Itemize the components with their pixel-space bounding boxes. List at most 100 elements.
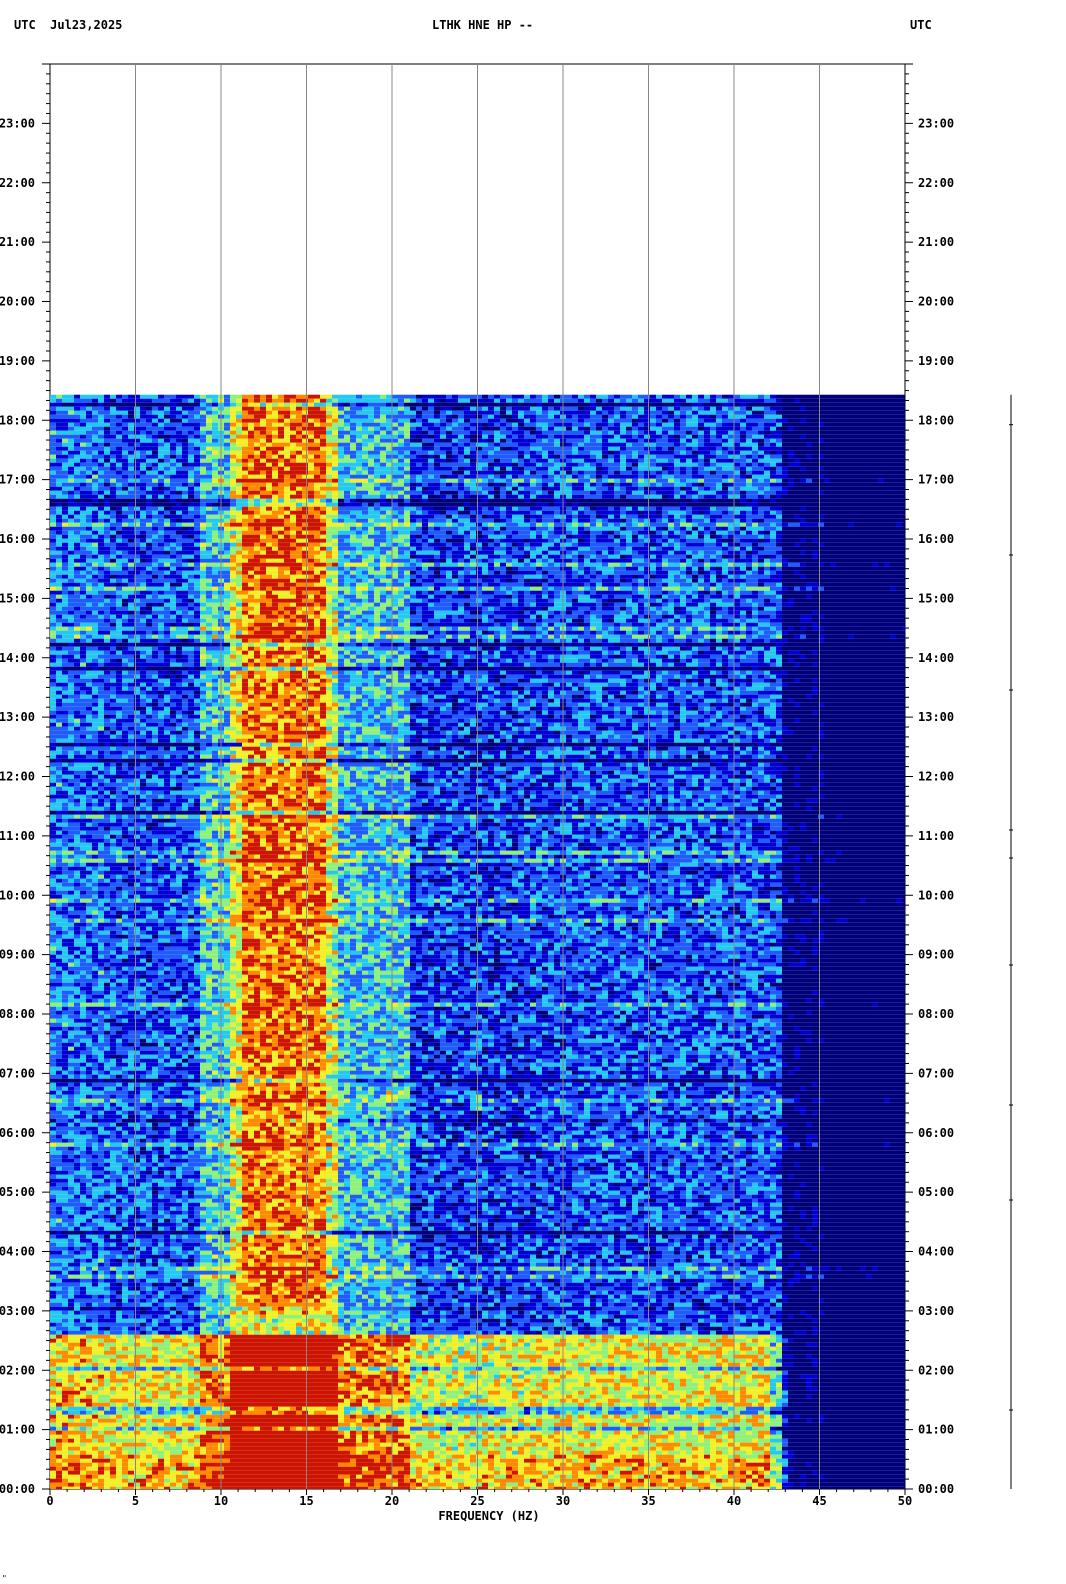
heatmap-cell [248, 435, 254, 439]
heatmap-cell [758, 423, 764, 427]
heatmap-cell [710, 423, 716, 427]
heatmap-cell [176, 451, 182, 455]
heatmap-cell [182, 439, 188, 443]
heatmap-cell [530, 431, 536, 435]
heatmap-cell [206, 399, 212, 403]
heatmap-cell [896, 439, 902, 443]
heatmap-cell [50, 439, 56, 443]
heatmap-cell [614, 423, 620, 427]
heatmap-cell [140, 427, 146, 431]
heatmap-cell [122, 407, 128, 411]
heatmap-cell [248, 415, 254, 419]
heatmap-cell [230, 403, 236, 407]
heatmap-cell [284, 427, 290, 431]
heatmap-cell [308, 431, 314, 435]
heatmap-cell [98, 395, 104, 399]
heatmap-cell [224, 419, 230, 423]
heatmap-cell [836, 399, 842, 403]
heatmap-cell [476, 411, 482, 415]
heatmap-cell [710, 439, 716, 443]
heatmap-cell [104, 423, 110, 427]
heatmap-cell [434, 399, 440, 403]
heatmap-cell [608, 403, 614, 407]
heatmap-cell [836, 423, 842, 427]
heatmap-cell [812, 407, 818, 411]
heatmap-cell [518, 427, 524, 431]
heatmap-cell [110, 443, 116, 447]
heatmap-cell [806, 427, 812, 431]
heatmap-cell [614, 443, 620, 447]
heatmap-cell [374, 403, 380, 407]
heatmap-cell [806, 403, 812, 407]
heatmap-cell [362, 411, 368, 415]
heatmap-cell [518, 443, 524, 447]
heatmap-cell [326, 431, 332, 435]
heatmap-cell [278, 439, 284, 443]
heatmap-cell [494, 419, 500, 423]
heatmap-cell [212, 435, 218, 439]
heatmap-cell [572, 419, 578, 423]
heatmap-cell [446, 403, 452, 407]
heatmap-cell [548, 435, 554, 439]
heatmap-cell [266, 423, 272, 427]
heatmap-cell [56, 419, 62, 423]
heatmap-cell [362, 427, 368, 431]
heatmap-cell [104, 411, 110, 415]
heatmap-cell [668, 443, 674, 447]
heatmap-cell [128, 407, 134, 411]
heatmap-cell [848, 451, 854, 455]
heatmap-cell [110, 451, 116, 455]
heatmap-cell [848, 427, 854, 431]
heatmap-cell [332, 403, 338, 407]
heatmap-cell [776, 403, 782, 407]
heatmap-cell [140, 443, 146, 447]
heatmap-cell [104, 435, 110, 439]
heatmap-cell [794, 435, 800, 439]
heatmap-cell [680, 443, 686, 447]
heatmap-cell [554, 435, 560, 439]
heatmap-cell [194, 411, 200, 415]
heatmap-cell [404, 399, 410, 403]
heatmap-cell [860, 435, 866, 439]
heatmap-cell [656, 407, 662, 411]
heatmap-cell [146, 423, 152, 427]
heatmap-cell [470, 439, 476, 443]
heatmap-cell [596, 435, 602, 439]
heatmap-cell [68, 447, 74, 451]
heatmap-cell [650, 395, 656, 399]
heatmap-cell [764, 447, 770, 451]
heatmap-cell [152, 399, 158, 403]
heatmap-cell [770, 435, 776, 439]
heatmap-cell [692, 411, 698, 415]
heatmap-cell [524, 399, 530, 403]
heatmap-cell [398, 427, 404, 431]
heatmap-cell [710, 395, 716, 399]
heatmap-cell [494, 427, 500, 431]
heatmap-cell [398, 403, 404, 407]
heatmap-cell [290, 439, 296, 443]
heatmap-cell [542, 419, 548, 423]
heatmap-cell [776, 423, 782, 427]
heatmap-cell [728, 395, 734, 399]
heatmap-cell [902, 439, 905, 443]
heatmap-cell [884, 395, 890, 399]
heatmap-cell [668, 403, 674, 407]
heatmap-cell [68, 427, 74, 431]
heatmap-cell [362, 447, 368, 451]
heatmap-cell [674, 411, 680, 415]
heatmap-cell [344, 451, 350, 455]
heatmap-cell [146, 403, 152, 407]
heatmap-cell [152, 403, 158, 407]
heatmap-cell [728, 427, 734, 431]
heatmap-cell [524, 435, 530, 439]
heatmap-cell [62, 439, 68, 443]
heatmap-cell [260, 395, 266, 399]
heatmap-cell [380, 427, 386, 431]
heatmap-cell [470, 447, 476, 451]
heatmap-cell [836, 435, 842, 439]
heatmap-cell [290, 415, 296, 419]
heatmap-cell [890, 431, 896, 435]
heatmap-cell [404, 435, 410, 439]
heatmap-cell [668, 451, 674, 455]
heatmap-cell [710, 447, 716, 451]
